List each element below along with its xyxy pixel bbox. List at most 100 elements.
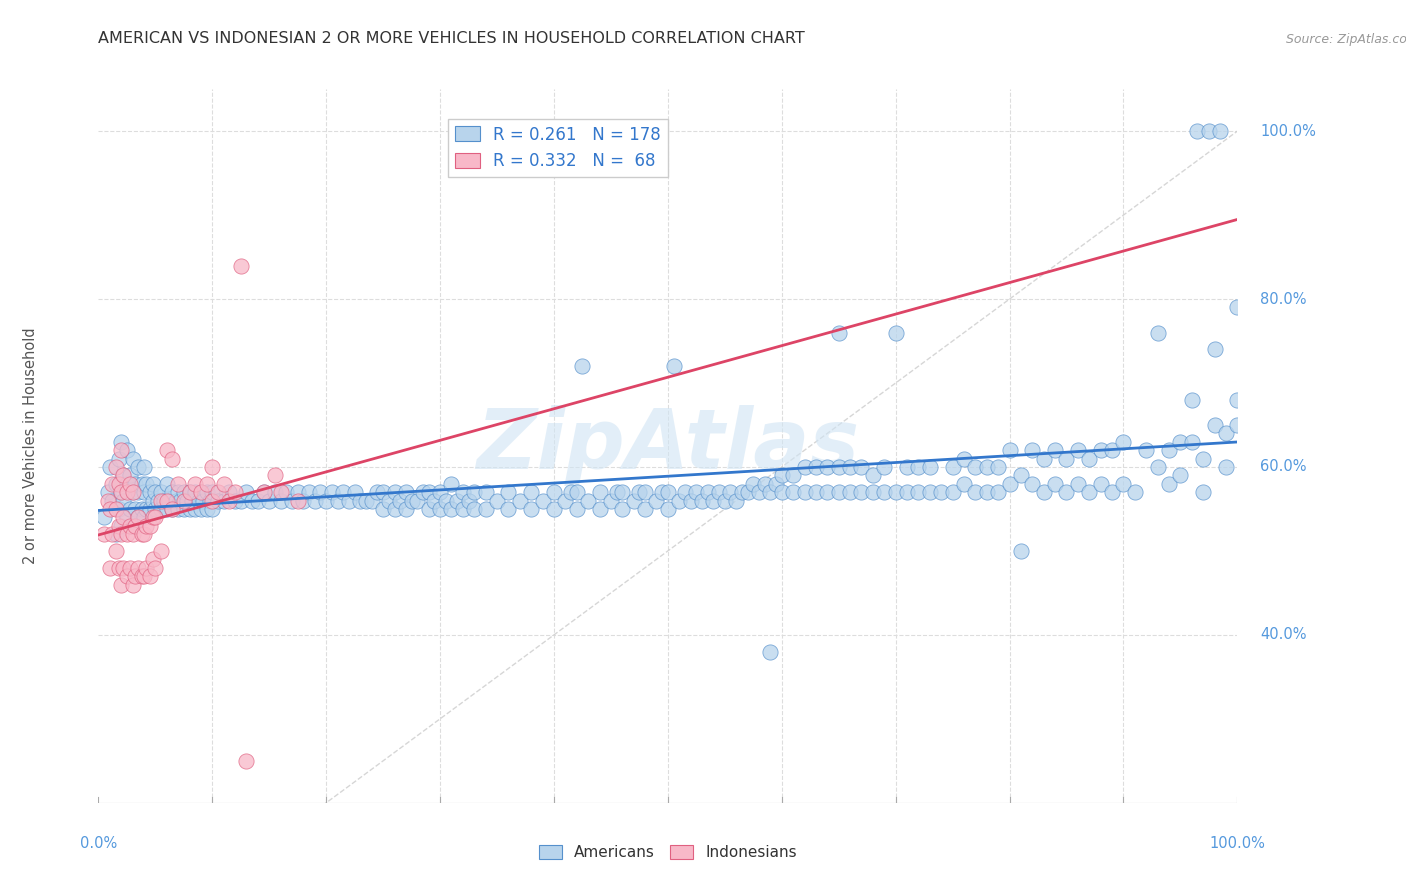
Point <box>804 485 827 500</box>
Point <box>131 569 153 583</box>
Point <box>224 493 246 508</box>
Point <box>101 493 124 508</box>
Point <box>96 485 118 500</box>
Point <box>600 493 623 508</box>
Point <box>560 485 582 500</box>
Point <box>770 468 793 483</box>
Point <box>112 468 135 483</box>
Point <box>571 359 593 374</box>
Point <box>138 518 160 533</box>
Point <box>281 493 304 508</box>
Point <box>702 493 724 508</box>
Point <box>104 502 127 516</box>
Point <box>543 502 565 516</box>
Point <box>754 476 776 491</box>
Point <box>366 485 388 500</box>
Point <box>588 485 610 500</box>
Point <box>1204 343 1226 357</box>
Point <box>127 560 149 574</box>
Point <box>156 502 179 516</box>
Point <box>606 485 628 500</box>
Point <box>1101 443 1123 458</box>
Point <box>742 476 765 491</box>
Point <box>731 485 754 500</box>
Point <box>167 476 190 491</box>
Point <box>110 518 132 533</box>
Text: Source: ZipAtlas.com: Source: ZipAtlas.com <box>1286 33 1406 46</box>
Point <box>93 527 115 541</box>
Point <box>195 476 218 491</box>
Point <box>748 485 770 500</box>
Point <box>685 485 707 500</box>
Point <box>406 493 429 508</box>
Point <box>110 577 132 591</box>
Point <box>1204 417 1226 432</box>
Point <box>167 502 190 516</box>
Point <box>770 485 793 500</box>
Point <box>918 460 941 475</box>
Point <box>765 476 787 491</box>
Point <box>1215 460 1237 475</box>
Point <box>124 476 146 491</box>
Point <box>862 468 884 483</box>
Point <box>138 502 160 516</box>
Point <box>108 560 131 574</box>
Point <box>451 502 474 516</box>
Point <box>135 518 157 533</box>
Point <box>224 485 246 500</box>
Point <box>150 485 173 500</box>
Point <box>193 493 215 508</box>
Point <box>543 485 565 500</box>
Point <box>120 468 142 483</box>
Point <box>173 485 195 500</box>
Point <box>207 493 229 508</box>
Point <box>135 560 157 574</box>
Point <box>1181 434 1204 449</box>
Text: ZipAtlas: ZipAtlas <box>477 406 859 486</box>
Point <box>942 460 965 475</box>
Point <box>179 502 201 516</box>
Point <box>828 460 851 475</box>
Point <box>287 485 309 500</box>
Point <box>498 502 520 516</box>
Point <box>1010 468 1032 483</box>
Point <box>229 259 252 273</box>
Point <box>112 493 135 508</box>
Point <box>190 485 212 500</box>
Point <box>157 493 180 508</box>
Point <box>371 485 394 500</box>
Point <box>93 510 115 524</box>
Point <box>976 485 998 500</box>
Point <box>679 493 702 508</box>
Point <box>326 493 349 508</box>
Point <box>851 460 873 475</box>
Point <box>173 493 195 508</box>
Point <box>195 502 218 516</box>
Point <box>110 434 132 449</box>
Point <box>1170 468 1192 483</box>
Point <box>162 502 184 516</box>
Point <box>1181 392 1204 407</box>
Point <box>884 326 907 340</box>
Point <box>145 502 167 516</box>
Point <box>434 493 457 508</box>
Point <box>520 502 543 516</box>
Point <box>304 493 326 508</box>
Point <box>101 527 124 541</box>
Point <box>634 485 657 500</box>
Point <box>121 527 143 541</box>
Point <box>212 493 235 508</box>
Point <box>1209 124 1232 138</box>
Point <box>423 493 446 508</box>
Point <box>132 569 155 583</box>
Point <box>132 460 155 475</box>
Point <box>623 493 645 508</box>
Point <box>509 493 531 508</box>
Point <box>645 493 668 508</box>
Point <box>696 485 718 500</box>
Point <box>190 485 212 500</box>
Point <box>1032 485 1054 500</box>
Point <box>121 577 143 591</box>
Point <box>120 502 142 516</box>
Point <box>1067 476 1090 491</box>
